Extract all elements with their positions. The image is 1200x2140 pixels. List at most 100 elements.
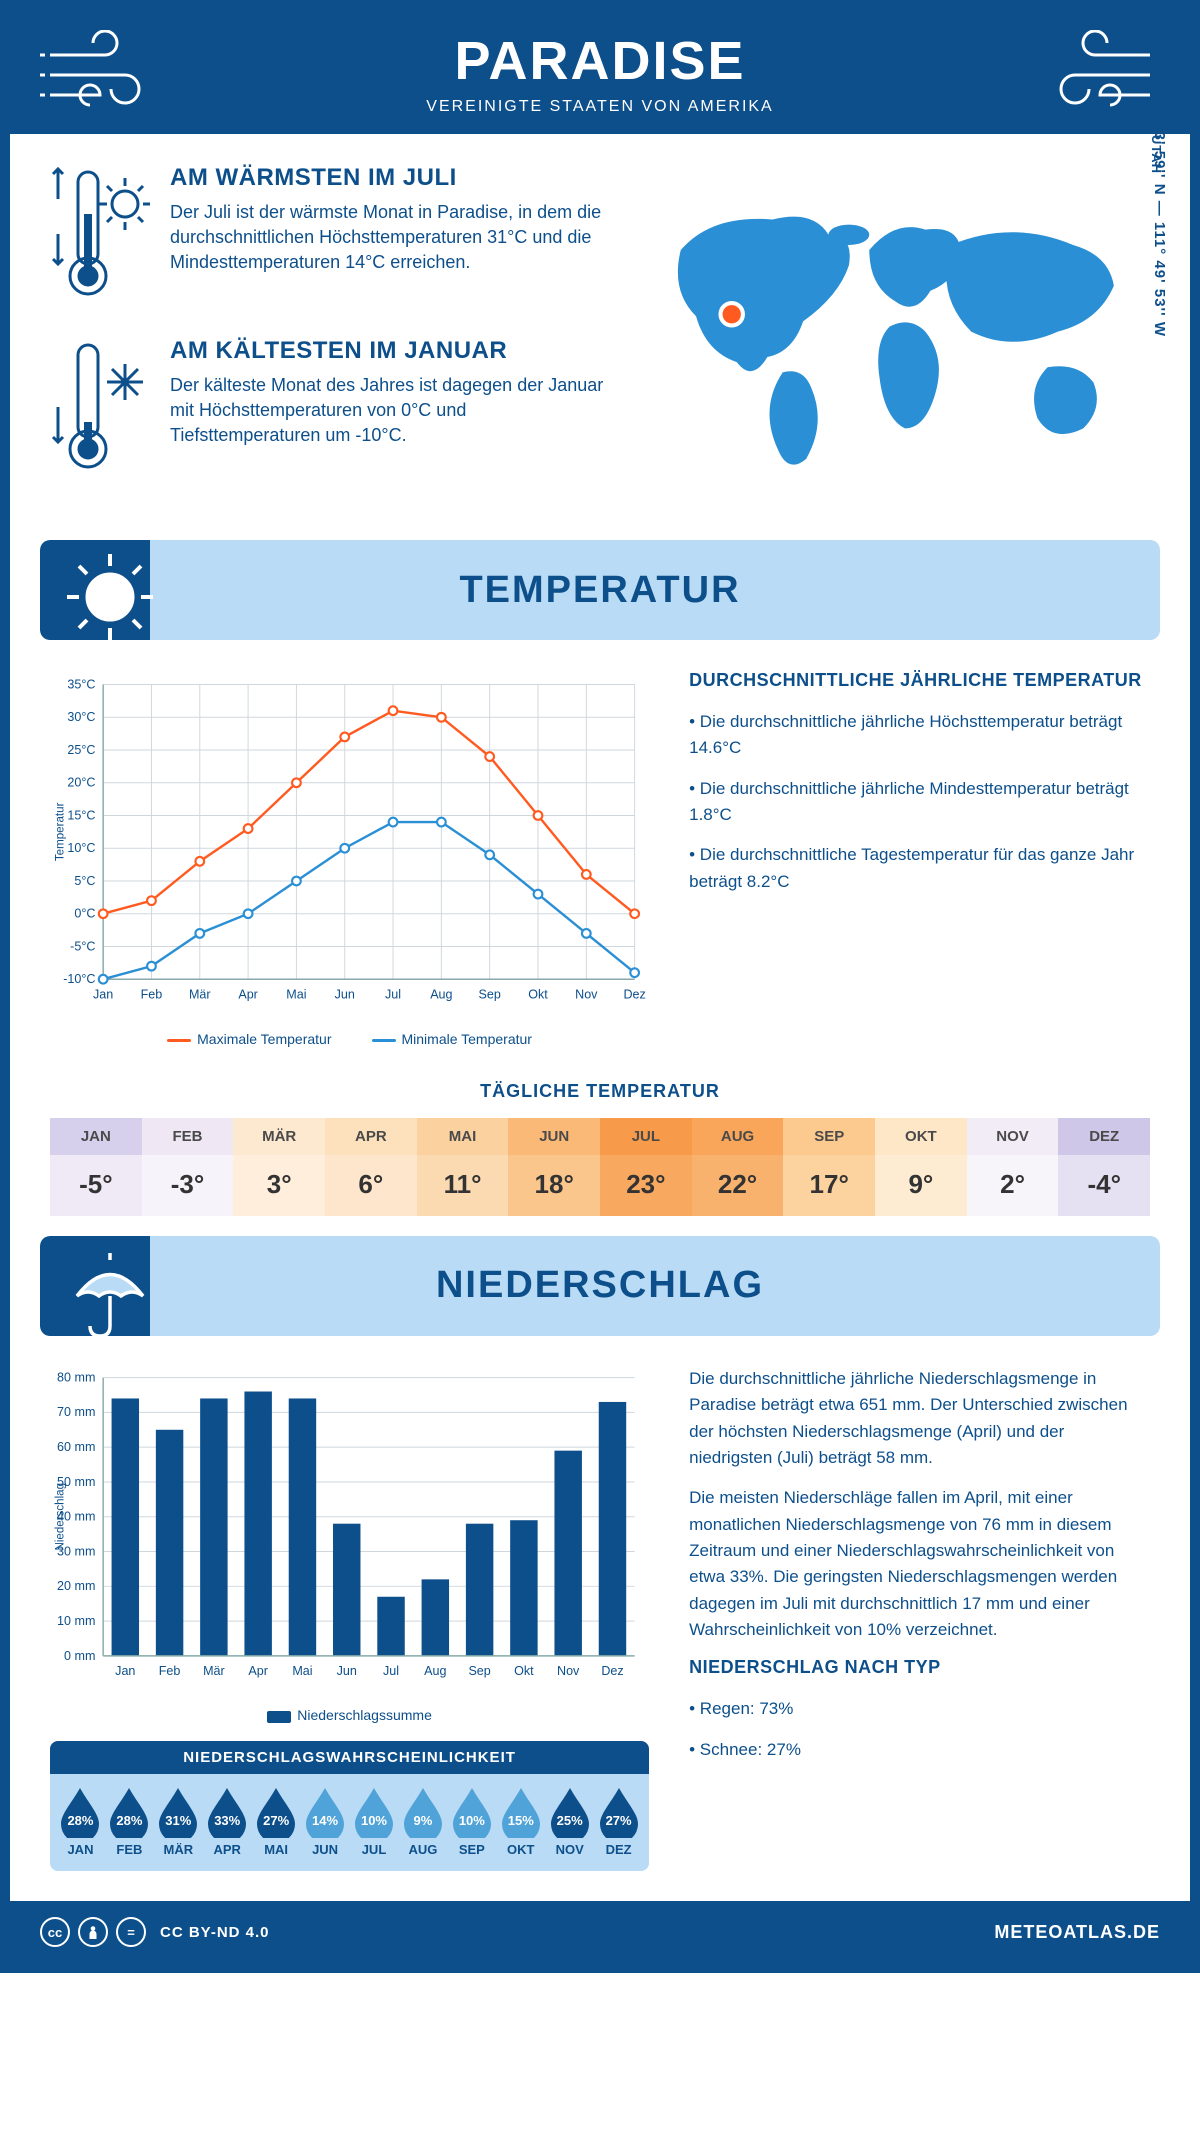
prob-cell: 15%OKT bbox=[496, 1786, 545, 1857]
precip-type-title: NIEDERSCHLAG NACH TYP bbox=[689, 1657, 1150, 1678]
precip-prob-title: NIEDERSCHLAGSWAHRSCHEINLICHKEIT bbox=[50, 1741, 649, 1774]
prob-cell: 31%MÄR bbox=[154, 1786, 203, 1857]
svg-text:Mai: Mai bbox=[286, 988, 306, 1002]
svg-text:Mai: Mai bbox=[292, 1664, 312, 1678]
svg-text:Jan: Jan bbox=[115, 1664, 135, 1678]
brand-label: METEOATLAS.DE bbox=[994, 1922, 1160, 1943]
raindrop-icon: 14% bbox=[304, 1786, 346, 1838]
svg-text:Jan: Jan bbox=[93, 988, 113, 1002]
svg-text:35°C: 35°C bbox=[67, 677, 95, 691]
warmest-text: Der Juli ist der wärmste Monat in Paradi… bbox=[170, 200, 610, 276]
page-subtitle: VEREINIGTE STAATEN VON AMERIKA bbox=[10, 98, 1190, 116]
svg-text:15°C: 15°C bbox=[67, 808, 95, 822]
svg-text:Temperatur: Temperatur bbox=[55, 802, 67, 861]
raindrop-icon: 25% bbox=[549, 1786, 591, 1838]
thermometer-hot-icon bbox=[50, 164, 150, 309]
svg-text:Jun: Jun bbox=[335, 988, 355, 1002]
svg-text:Okt: Okt bbox=[514, 1664, 534, 1678]
svg-text:-5°C: -5°C bbox=[70, 939, 95, 953]
warmest-title: AM WÄRMSTEN IM JULI bbox=[170, 164, 610, 192]
header: PARADISE VEREINIGTE STAATEN VON AMERIKA bbox=[10, 10, 1190, 134]
sun-icon bbox=[65, 552, 155, 640]
svg-text:Sep: Sep bbox=[468, 1664, 490, 1678]
svg-text:Okt: Okt bbox=[528, 988, 548, 1002]
thermometer-cold-icon bbox=[50, 337, 150, 482]
raindrop-icon: 31% bbox=[157, 1786, 199, 1838]
daily-temp-table: JAN-5°FEB-3°MÄR3°APR6°MAI11°JUN18°JUL23°… bbox=[50, 1118, 1150, 1216]
raindrop-icon: 27% bbox=[598, 1786, 640, 1838]
svg-text:Nov: Nov bbox=[575, 988, 598, 1002]
raindrop-icon: 33% bbox=[206, 1786, 248, 1838]
temp-stat: • Die durchschnittliche jährliche Höchst… bbox=[689, 709, 1150, 762]
temperature-banner: TEMPERATUR bbox=[40, 540, 1160, 640]
svg-text:Jul: Jul bbox=[383, 1664, 399, 1678]
svg-text:Niederschlag: Niederschlag bbox=[55, 1483, 67, 1551]
precip-banner: NIEDERSCHLAG bbox=[40, 1236, 1160, 1336]
svg-text:0 mm: 0 mm bbox=[64, 1649, 95, 1663]
svg-text:0°C: 0°C bbox=[74, 907, 95, 921]
prob-cell: 28%JAN bbox=[56, 1786, 105, 1857]
temp-stat: • Die durchschnittliche Tagestemperatur … bbox=[689, 842, 1150, 895]
temp-stats-title: DURCHSCHNITTLICHE JÄHRLICHE TEMPERATUR bbox=[689, 670, 1150, 691]
raindrop-icon: 9% bbox=[402, 1786, 444, 1838]
prob-cell: 9%AUG bbox=[398, 1786, 447, 1857]
summary-section: AM WÄRMSTEN IM JULI Der Juli ist der wär… bbox=[10, 134, 1190, 520]
temp-cell: APR6° bbox=[325, 1118, 417, 1216]
nd-icon: = bbox=[116, 1917, 146, 1947]
svg-text:Apr: Apr bbox=[248, 1664, 268, 1678]
temp-cell: OKT9° bbox=[875, 1118, 967, 1216]
svg-text:80 mm: 80 mm bbox=[57, 1370, 95, 1384]
coldest-title: AM KÄLTESTEN IM JANUAR bbox=[170, 337, 610, 365]
temperature-legend: Maximale Temperatur Minimale Temperatur bbox=[50, 1031, 649, 1047]
svg-text:Feb: Feb bbox=[141, 988, 163, 1002]
svg-text:Feb: Feb bbox=[159, 1664, 181, 1678]
cc-icons: cc = bbox=[40, 1917, 146, 1947]
temp-cell: JAN-5° bbox=[50, 1118, 142, 1216]
prob-cell: 27%MAI bbox=[252, 1786, 301, 1857]
world-map: UTAH 41° 33' 59'' N — 111° 49' 53'' W bbox=[640, 164, 1150, 510]
temp-cell: MAI11° bbox=[417, 1118, 509, 1216]
precip-type-line: • Schnee: 27% bbox=[689, 1737, 1150, 1763]
coordinates: 41° 33' 59'' N — 111° 49' 53'' W bbox=[1152, 91, 1169, 337]
svg-text:Aug: Aug bbox=[430, 988, 452, 1002]
precip-text: Die durchschnittliche jährliche Niedersc… bbox=[689, 1366, 1150, 1471]
svg-text:25°C: 25°C bbox=[67, 743, 95, 757]
temp-cell: AUG22° bbox=[692, 1118, 784, 1216]
precip-heading: NIEDERSCHLAG bbox=[436, 1264, 764, 1307]
svg-text:5°C: 5°C bbox=[74, 874, 95, 888]
svg-text:20 mm: 20 mm bbox=[57, 1579, 95, 1593]
svg-text:Mär: Mär bbox=[203, 1664, 225, 1678]
prob-cell: 25%NOV bbox=[545, 1786, 594, 1857]
raindrop-icon: 15% bbox=[500, 1786, 542, 1838]
svg-text:Dez: Dez bbox=[601, 1664, 623, 1678]
temp-cell: NOV2° bbox=[967, 1118, 1059, 1216]
svg-text:70 mm: 70 mm bbox=[57, 1405, 95, 1419]
coldest-block: AM KÄLTESTEN IM JANUAR Der kälteste Mona… bbox=[50, 337, 610, 482]
svg-text:30°C: 30°C bbox=[67, 710, 95, 724]
raindrop-icon: 10% bbox=[451, 1786, 493, 1838]
svg-text:Jun: Jun bbox=[337, 1664, 357, 1678]
precip-type-line: • Regen: 73% bbox=[689, 1696, 1150, 1722]
prob-cell: 33%APR bbox=[203, 1786, 252, 1857]
svg-text:60 mm: 60 mm bbox=[57, 1440, 95, 1454]
temp-cell: JUN18° bbox=[508, 1118, 600, 1216]
temp-cell: MÄR3° bbox=[233, 1118, 325, 1216]
by-icon bbox=[78, 1917, 108, 1947]
umbrella-icon bbox=[65, 1248, 155, 1336]
svg-text:Aug: Aug bbox=[424, 1664, 446, 1678]
precip-probability-box: NIEDERSCHLAGSWAHRSCHEINLICHKEIT 28%JAN 2… bbox=[50, 1741, 649, 1871]
precip-chart: 0 mm10 mm20 mm30 mm40 mm50 mm60 mm70 mm8… bbox=[50, 1366, 649, 1724]
svg-text:Dez: Dez bbox=[623, 988, 645, 1002]
prob-cell: 10%JUL bbox=[350, 1786, 399, 1857]
warmest-block: AM WÄRMSTEN IM JULI Der Juli ist der wär… bbox=[50, 164, 610, 309]
raindrop-icon: 28% bbox=[108, 1786, 150, 1838]
raindrop-icon: 28% bbox=[59, 1786, 101, 1838]
svg-text:Sep: Sep bbox=[479, 988, 501, 1002]
svg-text:Nov: Nov bbox=[557, 1664, 580, 1678]
license-label: CC BY-ND 4.0 bbox=[160, 1924, 270, 1941]
page-title: PARADISE bbox=[10, 30, 1190, 92]
cc-icon: cc bbox=[40, 1917, 70, 1947]
svg-text:-10°C: -10°C bbox=[63, 972, 95, 986]
svg-text:Mär: Mär bbox=[189, 988, 211, 1002]
prob-cell: 28%FEB bbox=[105, 1786, 154, 1857]
